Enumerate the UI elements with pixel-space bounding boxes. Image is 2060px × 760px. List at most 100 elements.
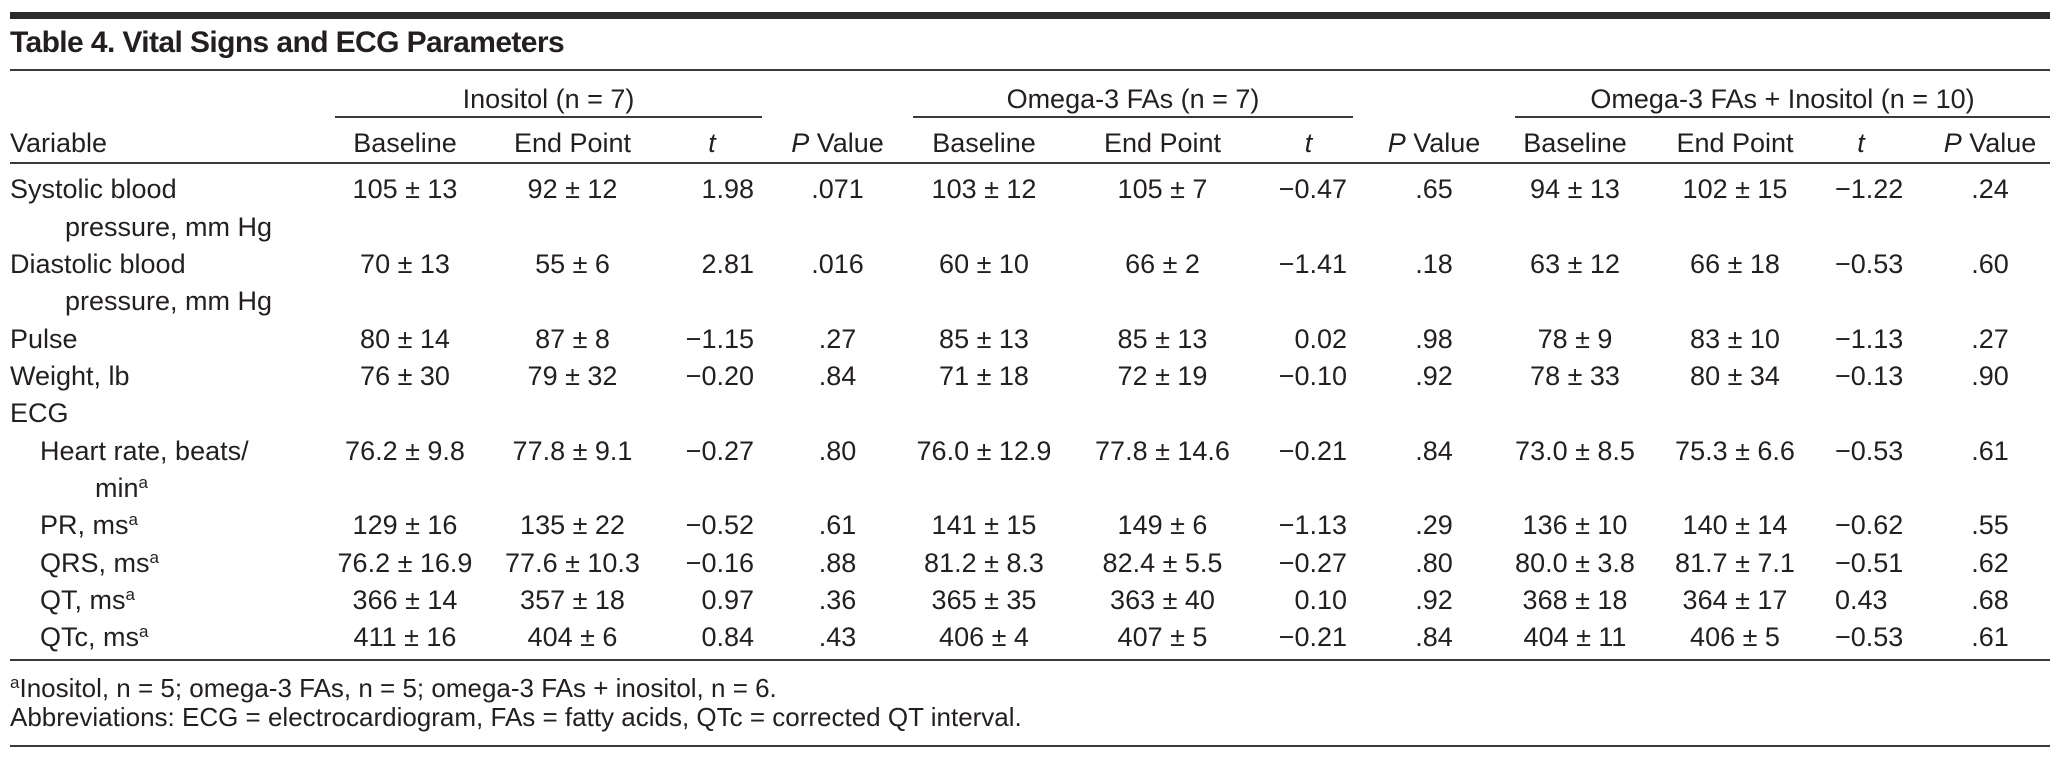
row-label-continuation: pressure, mm Hg bbox=[65, 209, 272, 246]
cell-p-value-omega3: .18 bbox=[1415, 248, 1453, 279]
header-p-italic: P bbox=[1943, 128, 1962, 158]
cell-t-inositol: 0.84 bbox=[701, 622, 754, 653]
header-t-omega3-inositol: t bbox=[1857, 128, 1865, 158]
row-label-text: QRS, ms bbox=[40, 547, 150, 578]
cell-t-inositol: 0.97 bbox=[701, 584, 754, 615]
header-p-value-omega3: P Value bbox=[1353, 125, 1515, 162]
table-bottom-rule bbox=[10, 659, 2050, 661]
row-label-text: Weight, lb bbox=[10, 360, 130, 391]
row-label-text: pressure, mm Hg bbox=[65, 211, 273, 242]
row-label-text: Systolic blood bbox=[10, 174, 177, 205]
cell-t-inositol: 2.81 bbox=[701, 248, 754, 279]
cell-end-point-inositol: 357 ± 18 bbox=[520, 584, 625, 615]
cell-end-point-inositol: 79 ± 32 bbox=[527, 360, 618, 391]
cell-p-value-inositol: .84 bbox=[818, 360, 857, 391]
cell-t-inositol: −0.20 bbox=[685, 360, 754, 391]
cell-p-value-omega3-inositol: .61 bbox=[1971, 435, 2009, 466]
group-underline-omega3 bbox=[913, 116, 1353, 118]
cell-baseline-omega3-inositol: 136 ± 10 bbox=[1522, 510, 1628, 541]
cell-p-value-omega3-inositol: .61 bbox=[1971, 622, 2009, 653]
row-label-text: Heart rate, beats/ bbox=[40, 435, 249, 466]
cell-baseline-inositol: 70 ± 13 bbox=[360, 248, 450, 279]
cell-p-value-inositol: .43 bbox=[818, 622, 857, 653]
cell-end-point-omega3: 407 ± 5 bbox=[1117, 622, 1208, 653]
cell-t-inositol: −0.16 bbox=[685, 547, 754, 578]
group-header-omega3: Omega-3 FAs (n = 7) bbox=[1006, 84, 1260, 114]
footnote-marker: a bbox=[128, 510, 138, 530]
cell-end-point-inositol: 77.8 ± 9.1 bbox=[512, 435, 633, 466]
header-p-value-omega3-inositol: P Value bbox=[1930, 125, 2050, 162]
header-end-point-omega3: End Point bbox=[1103, 128, 1222, 158]
row-label-text: min bbox=[95, 472, 139, 503]
header-t-omega3: t bbox=[1304, 128, 1313, 158]
cell-end-point-inositol: 135 ± 22 bbox=[520, 510, 625, 541]
row-label-continuation: pressure, mm Hg bbox=[65, 283, 272, 320]
header-end-point-inositol: End Point bbox=[513, 128, 632, 158]
cell-p-value-omega3-inositol: .24 bbox=[1971, 174, 2009, 205]
bottom-rule bbox=[10, 745, 2050, 747]
cell-end-point-omega3-inositol: 81.7 ± 7.1 bbox=[1675, 547, 1795, 578]
cell-t-inositol: −1.15 bbox=[685, 323, 754, 354]
cell-end-point-inositol: 92 ± 12 bbox=[527, 174, 618, 205]
footnote-a-text: Inositol, n = 5; omega-3 FAs, n = 5; ome… bbox=[19, 673, 777, 703]
cell-p-value-omega3: .84 bbox=[1415, 622, 1453, 653]
cell-end-point-inositol: 404 ± 6 bbox=[527, 622, 618, 653]
header-variable: Variable bbox=[10, 128, 108, 158]
row-label-text: QT, ms bbox=[40, 584, 126, 615]
cell-t-omega3-inositol: −0.51 bbox=[1835, 547, 1904, 578]
header-p-rest: Value bbox=[1961, 128, 2037, 158]
cell-p-value-omega3-inositol: .27 bbox=[1971, 323, 2009, 354]
cell-end-point-omega3-inositol: 83 ± 10 bbox=[1690, 323, 1780, 354]
cell-t-omega3-inositol: −0.62 bbox=[1835, 510, 1904, 541]
row-label: Diastolic blood bbox=[10, 246, 186, 283]
cell-p-value-omega3: .92 bbox=[1415, 360, 1453, 391]
table-title: Table 4. Vital Signs and ECG Parameters bbox=[10, 26, 565, 59]
header-rule bbox=[10, 162, 2050, 164]
group-header-omega3-inositol: Omega-3 FAs + Inositol (n = 10) bbox=[1590, 84, 1975, 114]
table-row: PR, msa 129 ± 16 135 ± 22 −0.52 .61 141 ± 15 1… bbox=[0, 507, 2060, 544]
cell-end-point-omega3: 363 ± 40 bbox=[1110, 584, 1215, 615]
cell-end-point-omega3-inositol: 80 ± 34 bbox=[1690, 360, 1780, 391]
cell-end-point-omega3: 149 ± 6 bbox=[1117, 510, 1208, 541]
cell-t-omega3: 0.02 bbox=[1294, 323, 1347, 354]
cell-t-omega3: −0.27 bbox=[1278, 547, 1347, 578]
row-label-text: pressure, mm Hg bbox=[65, 286, 273, 317]
row-label-text: QTc, ms bbox=[40, 622, 139, 653]
row-label: ECG bbox=[10, 395, 69, 432]
header-p-value-inositol: P Value bbox=[762, 125, 913, 162]
cell-baseline-inositol: 76 ± 30 bbox=[360, 360, 450, 391]
cell-baseline-omega3: 60 ± 10 bbox=[939, 248, 1029, 279]
cell-p-value-inositol: .071 bbox=[811, 174, 864, 205]
header-p-rest: Value bbox=[1405, 128, 1481, 158]
footnote-marker: a bbox=[139, 622, 149, 642]
cell-t-omega3-inositol: 0.43 bbox=[1835, 584, 1888, 615]
cell-baseline-omega3-inositol: 404 ± 11 bbox=[1523, 622, 1627, 653]
cell-p-value-inositol: .88 bbox=[818, 547, 857, 578]
footnote-abbreviations: Abbreviations: ECG = electrocardiogram, … bbox=[10, 702, 1022, 732]
cell-p-value-omega3-inositol: .90 bbox=[1971, 360, 2009, 391]
cell-p-value-inositol: .80 bbox=[818, 435, 857, 466]
cell-p-value-omega3: .29 bbox=[1415, 510, 1453, 541]
cell-baseline-omega3-inositol: 94 ± 13 bbox=[1530, 174, 1620, 205]
row-label-text: Pulse bbox=[10, 323, 78, 354]
table-row: Diastolic blood 70 ± 13 55 ± 6 2.81 .016 60 ±… bbox=[0, 246, 2060, 283]
group-underline-omega3-inositol bbox=[1515, 116, 2050, 118]
cell-t-omega3: 0.10 bbox=[1294, 584, 1347, 615]
footnote-marker: a bbox=[10, 673, 20, 692]
cell-baseline-omega3: 141 ± 15 bbox=[931, 510, 1037, 541]
row-label: QRS, msa bbox=[40, 545, 159, 582]
header-p-rest: Value bbox=[809, 128, 884, 158]
header-p-italic: P bbox=[791, 128, 810, 158]
cell-t-omega3: −0.21 bbox=[1278, 435, 1347, 466]
cell-baseline-omega3: 76.0 ± 12.9 bbox=[916, 435, 1052, 466]
cell-baseline-omega3: 406 ± 4 bbox=[939, 622, 1029, 653]
table-row: Systolic blood 105 ± 13 92 ± 12 1.98 .071 103… bbox=[0, 171, 2060, 208]
table-row: Pulse 80 ± 14 87 ± 8 −1.15 .27 85 ± 13 85 ± 13… bbox=[0, 321, 2060, 358]
cell-baseline-omega3: 103 ± 12 bbox=[931, 174, 1037, 205]
row-label: Heart rate, beats/ bbox=[40, 433, 249, 470]
cell-t-omega3: −0.21 bbox=[1278, 622, 1347, 653]
cell-baseline-omega3: 81.2 ± 8.3 bbox=[924, 547, 1044, 578]
cell-t-omega3-inositol: −1.22 bbox=[1835, 174, 1904, 205]
cell-end-point-omega3-inositol: 140 ± 14 bbox=[1682, 510, 1788, 541]
cell-t-inositol: 1.98 bbox=[701, 174, 754, 205]
